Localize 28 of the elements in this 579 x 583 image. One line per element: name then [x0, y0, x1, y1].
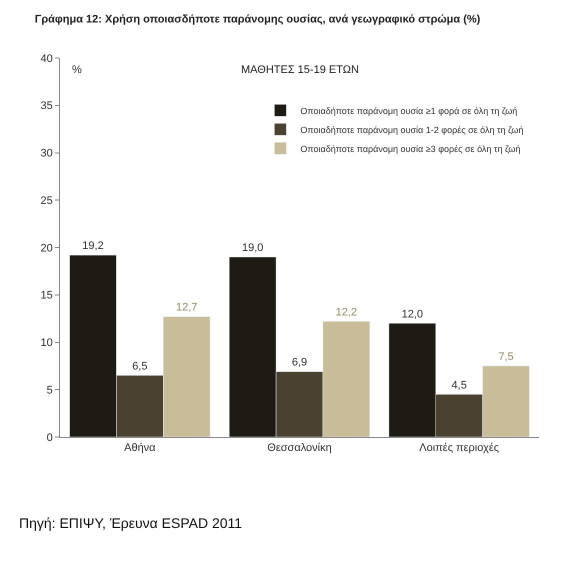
- y-tick-label: 35: [40, 100, 53, 112]
- data-label: 12,0: [402, 308, 424, 320]
- y-axis-title: %: [72, 64, 82, 76]
- y-tick-label: 40: [40, 52, 53, 65]
- legend-label: Οποιαδήποτε παράνομη ουσία ≥3 φορές σε όλη τη ζωή: [300, 144, 520, 154]
- legend-label: Οποιαδήποτε παράνομη ουσία 1-2 φορές σε όλη τη ζωή: [300, 124, 524, 135]
- legend-label: Οποιαδήποτε παράνομη ουσία ≥1 φορά σε όλη τη ζωή: [300, 106, 518, 116]
- data-label: 19,2: [82, 240, 104, 252]
- data-label: 7,5: [498, 350, 514, 363]
- data-label: 6,9: [292, 356, 308, 369]
- y-tick-label: 0: [46, 432, 53, 444]
- text: Πηγή: ΕΠΙΨΥ, Έρευνα ESPAD 2011: [19, 515, 242, 531]
- data-label: 12,7: [176, 302, 198, 314]
- text: ΜΑΘΗΤΕΣ 15-19 ΕΤΩΝ: [241, 64, 359, 76]
- data-label: 12,2: [336, 306, 358, 318]
- data-label: 6,5: [132, 360, 148, 372]
- y-tick-label: 25: [40, 194, 53, 207]
- x-tick-label: Θεσσαλονίκη: [267, 442, 332, 454]
- chart-title: Γράφημα 12: Χρήση οποιασδήποτε παράνομης ουσίας, ανά γεωγραφικό στρώμα (%): [34, 13, 481, 26]
- data-label: 4,5: [452, 379, 467, 392]
- y-tick-label: 30: [40, 148, 53, 160]
- y-tick-label: 5: [46, 384, 53, 396]
- y-tick-label: 10: [40, 337, 53, 350]
- x-tick-label: Λοιπές περιοχές: [419, 442, 500, 454]
- y-tick-label: 15: [40, 290, 53, 302]
- data-label: 19,0: [242, 242, 264, 254]
- x-tick-label: Αθήνα: [124, 442, 156, 454]
- y-tick-label: 20: [40, 242, 53, 254]
